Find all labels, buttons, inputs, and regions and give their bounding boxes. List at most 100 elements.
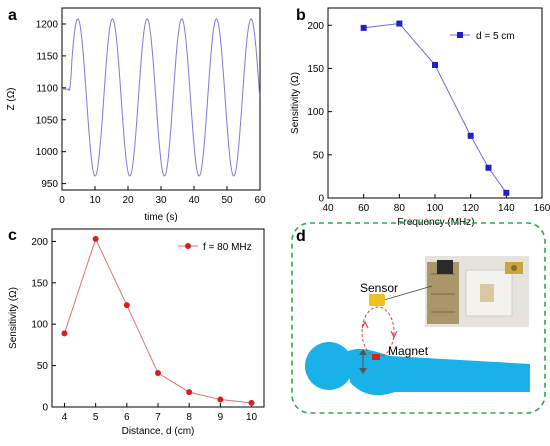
panel-b-y-axis-label: Sensitivity (Ω): [290, 72, 301, 134]
y-tick-label: 150: [31, 278, 48, 289]
panel-a-y-axis-label: Z (Ω): [6, 87, 17, 110]
data-point: [503, 189, 510, 196]
x-tick-label: 7: [155, 412, 161, 423]
data-point: [432, 62, 438, 68]
x-tick-label: 5: [93, 412, 99, 423]
y-tick-label: 200: [307, 21, 324, 32]
y-tick-label: 150: [307, 64, 324, 75]
x-tick-label: 40: [322, 203, 334, 214]
panel-c-letter: c: [8, 227, 17, 244]
x-tick-label: 160: [534, 203, 550, 214]
y-tick-label: 1000: [36, 147, 59, 158]
y-tick-label: 1200: [36, 19, 59, 30]
panel-c-legend: f = 80 MHz: [178, 242, 252, 253]
panel-c-x-axis-label: Distance, d (cm): [122, 426, 195, 437]
x-tick-label: 60: [254, 195, 266, 206]
movement-arrow-up-head: [359, 349, 367, 355]
x-tick-label: 60: [358, 203, 370, 214]
panel-a: a 0 10 20 30 40 50 60 95010001050110011501200 …: [6, 7, 266, 223]
panel-b-x-ticks: 40 60 80 100 120 140 160: [322, 194, 550, 214]
photo-clamp: [437, 260, 453, 274]
y-tick-label: 1150: [36, 51, 58, 62]
data-point: [186, 389, 193, 396]
panel-a-y-ticks: 950 1000 1050 1100 1150 1200: [36, 19, 66, 190]
x-tick-label: 9: [218, 412, 224, 423]
sensor-photo: [425, 256, 529, 327]
panel-c-y-ticks: 0 50 100 150 200: [31, 237, 56, 414]
dashed-border: [291, 222, 546, 414]
data-point: [360, 24, 367, 31]
field-line-down-arrow: [390, 330, 398, 339]
panel-a-x-axis-label: time (s): [144, 212, 177, 223]
photo-sensor-chip: [480, 284, 494, 302]
panel-a-letter: a: [8, 7, 17, 24]
body-head: [305, 342, 353, 390]
panel-d-letter: d: [296, 228, 306, 245]
series-line: [363, 23, 507, 194]
panel-c: c 4 5 6 7 8 9 10 0 50 100 150 200 f = 80 MHz Dista…: [8, 227, 265, 437]
y-tick-label: 100: [307, 107, 324, 118]
y-tick-label: 0: [42, 403, 48, 414]
x-tick-label: 10: [246, 412, 258, 423]
y-tick-label: 50: [37, 361, 49, 372]
magnet-label: Magnet: [388, 344, 429, 358]
field-line-up-arrow: [361, 320, 369, 329]
data-point: [467, 132, 474, 139]
x-tick-label: 20: [122, 195, 134, 206]
panel-c-y-axis-label: Sensitivity (Ω): [8, 287, 19, 349]
panel-a-marks: [62, 18, 261, 177]
sensor-leader-line: [383, 285, 433, 301]
body-torso: [346, 349, 530, 396]
panel-c-legend-marker: [185, 243, 191, 249]
human-body-silhouette: [305, 342, 530, 396]
panel-b-legend-marker: [457, 32, 463, 38]
x-tick-label: 40: [188, 195, 200, 206]
x-tick-label: 8: [186, 412, 192, 423]
panel-b-legend-label: d = 5 cm: [476, 31, 515, 42]
data-point: [123, 302, 130, 309]
panel-b: b 40 60 80 100 120 140 160 0 50 100 150 200 d = 5 …: [290, 7, 550, 228]
x-tick-label: 0: [59, 195, 65, 206]
impedance-curve: [62, 18, 261, 177]
panel-d: d Sensor Magnet: [291, 222, 546, 414]
x-tick-label: 50: [221, 195, 233, 206]
movement-arrow-icon: [359, 349, 367, 374]
x-tick-label: 120: [462, 203, 479, 214]
data-point: [485, 164, 492, 171]
x-tick-label: 30: [155, 195, 167, 206]
sensor-label: Sensor: [360, 281, 398, 295]
data-point: [248, 399, 255, 406]
panel-c-legend-label: f = 80 MHz: [203, 242, 252, 253]
data-point: [92, 235, 99, 242]
y-tick-label: 1100: [36, 83, 58, 94]
data-point: [217, 396, 224, 403]
x-tick-label: 4: [62, 412, 68, 423]
panel-c-marks: [61, 235, 255, 406]
panel-c-x-ticks: 4 5 6 7 8 9 10: [62, 403, 258, 423]
data-point: [396, 20, 403, 27]
x-tick-label: 6: [124, 412, 130, 423]
panel-c-plot-frame: [51, 228, 265, 408]
y-tick-label: 50: [313, 150, 325, 161]
panel-b-legend: d = 5 cm: [450, 31, 515, 42]
magnet: [372, 354, 380, 360]
sensor-chip: [369, 294, 385, 306]
y-tick-label: 950: [41, 179, 58, 190]
data-point: [61, 330, 68, 337]
movement-arrow-down-head: [359, 368, 367, 374]
y-tick-label: 200: [31, 237, 48, 248]
panel-a-x-ticks: 0 10 20 30 40 50 60: [59, 186, 266, 206]
panel-b-marks: [360, 20, 510, 196]
panel-b-y-ticks: 0 50 100 150 200: [307, 21, 332, 205]
photo-connector-nut: [511, 265, 517, 271]
x-tick-label: 100: [427, 203, 444, 214]
panel-b-letter: b: [296, 7, 306, 24]
data-point: [155, 370, 161, 377]
y-tick-label: 100: [31, 320, 48, 331]
y-tick-label: 1050: [36, 115, 59, 126]
x-tick-label: 10: [89, 195, 101, 206]
series-line: [63, 237, 252, 404]
x-tick-label: 80: [394, 203, 406, 214]
y-tick-label: 0: [318, 194, 324, 205]
